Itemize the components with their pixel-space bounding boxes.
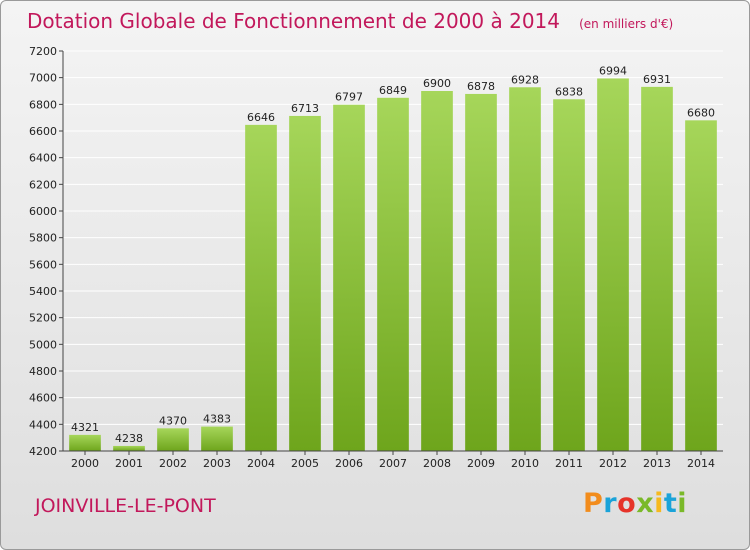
title-row: Dotation Globale de Fonctionnement de 20… [27, 9, 673, 33]
data-label: 6900 [423, 77, 451, 90]
x-tick-label: 2000 [71, 457, 99, 470]
y-tick-label: 6200 [29, 178, 57, 191]
y-tick-label: 6400 [29, 152, 57, 165]
logo-letter: P [583, 488, 604, 519]
bars [69, 78, 717, 452]
data-label: 4238 [115, 432, 143, 445]
data-label: 6849 [379, 84, 407, 97]
data-label: 6797 [335, 91, 363, 104]
y-tick-label: 5400 [29, 285, 57, 298]
logo-letter: i [654, 488, 664, 519]
axes: 4200 4400 4600 4800 5000 5200 5400 5600 5800 6000… [29, 45, 723, 470]
data-label: 6713 [291, 102, 319, 115]
x-tick-label: 2005 [291, 457, 319, 470]
x-tick-label: 2004 [247, 457, 275, 470]
logo-letter: r [603, 488, 618, 519]
data-label: 6931 [643, 73, 671, 86]
data-labels: 4321 4238 4370 4383 6646 6713 6797 6849 6900 6878… [71, 64, 715, 444]
data-label: 4321 [71, 421, 99, 434]
proxiti-logo[interactable]: Proxiti [583, 488, 687, 519]
data-label: 6646 [247, 111, 275, 124]
y-tick-label: 5000 [29, 338, 57, 351]
bar-2001 [113, 445, 145, 451]
x-tick-label: 2009 [467, 457, 495, 470]
x-tick-label: 2001 [115, 457, 143, 470]
data-label: 6680 [687, 106, 715, 119]
x-tick-label: 2007 [379, 457, 407, 470]
bar-2013 [641, 86, 673, 451]
data-label: 6878 [467, 80, 495, 93]
x-tick-label: 2002 [159, 457, 187, 470]
y-tick-label: 4200 [29, 445, 57, 458]
y-tick-label: 6000 [29, 205, 57, 218]
bar-2006 [333, 104, 365, 451]
y-tick-label: 4800 [29, 365, 57, 378]
bar-2012 [597, 78, 629, 451]
bar-2003 [201, 426, 233, 451]
bar-2010 [509, 87, 541, 452]
bar-2007 [377, 97, 409, 452]
data-label: 6994 [599, 64, 627, 77]
y-tick-label: 5600 [29, 258, 57, 271]
y-tick-label: 7000 [29, 72, 57, 85]
bar-2004 [245, 124, 277, 451]
x-tick-label: 2003 [203, 457, 231, 470]
bar-2008 [421, 91, 453, 451]
logo-letter: t [663, 488, 678, 519]
logo-letter: i [677, 488, 688, 519]
bar-2000 [69, 434, 101, 451]
x-tick-label: 2008 [423, 457, 451, 470]
x-tick-label: 2012 [599, 457, 627, 470]
logo-letter: x [636, 488, 655, 519]
y-tick-label: 5200 [29, 312, 57, 325]
data-label: 4383 [203, 413, 231, 426]
y-tick-label: 5800 [29, 232, 57, 245]
y-tick-label: 4400 [29, 418, 57, 431]
bar-2005 [289, 115, 321, 451]
data-label: 6928 [511, 73, 539, 86]
logo-letter: o [617, 488, 637, 519]
y-tick-label: 7200 [29, 45, 57, 58]
bar-2009 [465, 93, 497, 451]
bar-2002 [157, 428, 189, 451]
commune-name: JOINVILLE-LE-PONT [35, 495, 216, 517]
x-tick-label: 2013 [643, 457, 671, 470]
x-tick-label: 2006 [335, 457, 363, 470]
x-tick-label: 2010 [511, 457, 539, 470]
data-label: 6838 [555, 85, 583, 98]
data-label: 4370 [159, 414, 187, 427]
y-tick-label: 4600 [29, 392, 57, 405]
y-tick-label: 6600 [29, 125, 57, 138]
bar-2011 [553, 99, 585, 452]
x-tick-label: 2014 [687, 457, 715, 470]
chart-unit: (en milliers d'€) [579, 17, 674, 31]
bar-2014 [685, 120, 717, 451]
chart-title: Dotation Globale de Fonctionnement de 20… [27, 9, 560, 33]
y-tick-label: 6800 [29, 98, 57, 111]
x-tick-label: 2011 [555, 457, 583, 470]
